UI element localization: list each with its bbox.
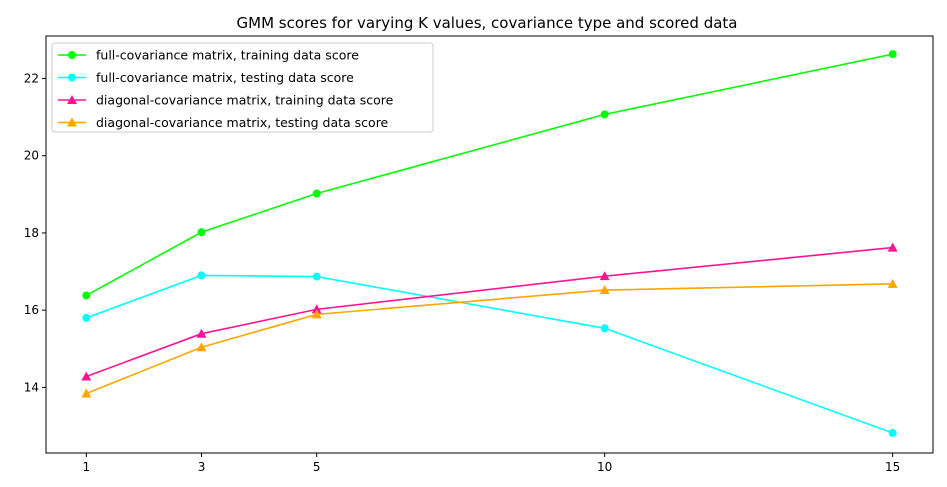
legend-item: diagonal-covariance matrix, testing data… xyxy=(58,115,389,130)
series-line xyxy=(86,283,893,395)
data-point xyxy=(887,278,898,288)
x-axis: 1 3 5 10 15 xyxy=(82,453,900,474)
x-tick-label: 1 xyxy=(82,460,90,474)
data-point xyxy=(82,291,91,300)
data-point xyxy=(600,110,609,119)
data-point xyxy=(311,304,322,314)
legend-marker xyxy=(68,51,76,59)
data-point xyxy=(311,309,322,319)
plot-frame xyxy=(45,35,934,454)
legend-marker xyxy=(68,73,76,82)
x-tick-label: 15 xyxy=(885,460,900,474)
legend: full-covariance matrix, training data sc… xyxy=(51,42,434,133)
legend-item: diagonal-covariance matrix, training dat… xyxy=(58,93,394,108)
y-tick-label: 18 xyxy=(24,226,39,240)
series-4 xyxy=(81,278,898,398)
plot-area xyxy=(45,35,934,454)
data-point xyxy=(888,428,897,437)
x-tick-label: 10 xyxy=(597,460,612,474)
chart-title: GMM scores for varying K values, covaria… xyxy=(237,14,738,32)
legend-label: diagonal-covariance matrix, training dat… xyxy=(96,93,394,108)
y-axis: 14 16 18 20 22 xyxy=(24,71,46,394)
legend-item: full-covariance matrix, testing data sco… xyxy=(58,70,354,85)
data-point xyxy=(312,189,321,198)
series-line xyxy=(86,246,893,378)
y-tick-label: 14 xyxy=(24,380,39,394)
legend-marker xyxy=(67,95,77,104)
data-point xyxy=(81,388,92,398)
data-point xyxy=(197,228,206,237)
x-tick-label: 3 xyxy=(198,460,206,474)
data-point xyxy=(888,50,897,59)
series-2 xyxy=(82,271,897,437)
y-tick-label: 22 xyxy=(24,71,39,85)
data-point xyxy=(196,328,207,338)
legend-box xyxy=(51,42,434,133)
legend-label: full-covariance matrix, training data sc… xyxy=(96,48,359,63)
data-point xyxy=(599,271,610,281)
series-1 xyxy=(82,50,897,300)
data-point xyxy=(82,313,91,322)
data-point xyxy=(81,371,92,381)
data-point xyxy=(196,342,207,352)
legend-item: full-covariance matrix, training data sc… xyxy=(58,48,359,63)
legend-label: full-covariance matrix, testing data sco… xyxy=(96,70,354,85)
data-point xyxy=(599,285,610,295)
data-point xyxy=(197,271,206,280)
series-3 xyxy=(81,242,898,381)
legend-label: diagonal-covariance matrix, testing data… xyxy=(96,115,389,130)
data-point xyxy=(887,242,898,252)
y-tick-label: 20 xyxy=(24,149,39,163)
y-tick-label: 16 xyxy=(24,303,39,317)
data-point xyxy=(312,272,321,281)
x-tick-label: 5 xyxy=(313,460,321,474)
data-point xyxy=(600,324,609,333)
legend-marker xyxy=(67,117,77,127)
